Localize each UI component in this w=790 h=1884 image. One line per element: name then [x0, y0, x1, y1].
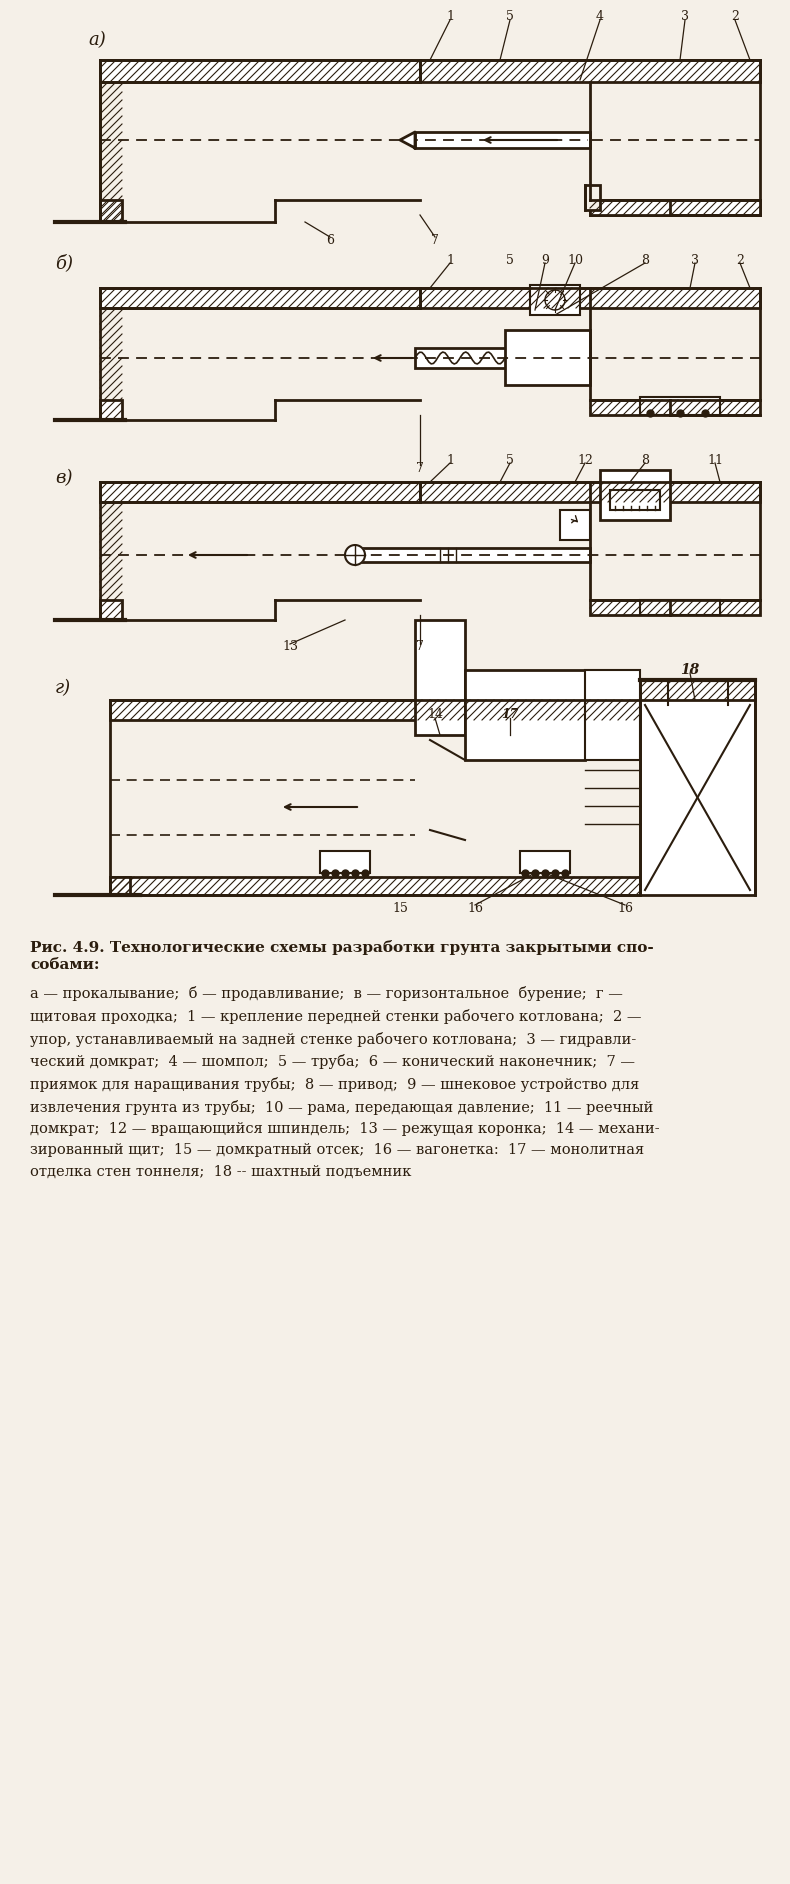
Bar — [420, 288, 760, 307]
Bar — [640, 398, 720, 414]
Bar — [560, 511, 590, 541]
Bar — [640, 680, 755, 895]
Bar — [640, 680, 755, 701]
Text: а): а) — [88, 30, 106, 49]
Bar — [100, 200, 122, 222]
Text: 3: 3 — [681, 11, 689, 23]
Bar — [530, 284, 580, 315]
Bar — [590, 599, 760, 614]
Text: 5: 5 — [506, 454, 514, 467]
Bar — [100, 60, 420, 83]
Text: 1: 1 — [446, 254, 454, 266]
Bar — [100, 288, 420, 307]
Text: 18: 18 — [680, 663, 700, 676]
Text: 2: 2 — [731, 11, 739, 23]
Text: г): г) — [55, 678, 71, 697]
Polygon shape — [345, 544, 365, 565]
Text: 16: 16 — [467, 902, 483, 914]
Bar — [640, 599, 720, 614]
Bar — [585, 671, 640, 759]
Text: а — прокалывание;  б — продавливание;  в — горизонтальное  бурение;  г —
щитовая: а — прокалывание; б — продавливание; в —… — [30, 985, 660, 1179]
Text: собами:: собами: — [30, 957, 100, 972]
Bar — [590, 399, 760, 414]
Bar — [110, 876, 130, 895]
Bar — [585, 185, 600, 209]
Bar — [100, 482, 420, 501]
Text: 14: 14 — [427, 708, 443, 722]
Text: 4: 4 — [596, 11, 604, 23]
Text: 3: 3 — [691, 254, 699, 266]
Text: 1: 1 — [446, 11, 454, 23]
Bar — [415, 349, 590, 367]
Bar — [420, 482, 760, 501]
Bar — [110, 876, 640, 895]
Text: 16: 16 — [617, 902, 633, 914]
Bar — [110, 701, 640, 720]
Text: 8: 8 — [641, 454, 649, 467]
Text: 15: 15 — [392, 902, 408, 914]
Text: 9: 9 — [541, 254, 549, 266]
Text: 10: 10 — [567, 254, 583, 266]
Text: 2: 2 — [736, 254, 744, 266]
Text: 11: 11 — [707, 454, 723, 467]
Bar — [415, 620, 465, 735]
Text: 7: 7 — [416, 641, 424, 654]
Bar — [600, 469, 670, 520]
Bar — [420, 60, 760, 83]
Polygon shape — [400, 132, 415, 149]
Text: 7: 7 — [431, 234, 439, 247]
Text: Рис. 4.9. Технологические схемы разработки грунта закрытыми спо-: Рис. 4.9. Технологические схемы разработ… — [30, 940, 654, 955]
Bar — [320, 852, 370, 872]
Bar — [100, 599, 122, 620]
Text: 5: 5 — [506, 11, 514, 23]
Text: в): в) — [55, 469, 73, 486]
Bar — [610, 490, 660, 511]
Bar — [520, 852, 570, 872]
Text: 8: 8 — [641, 254, 649, 266]
Bar — [100, 399, 122, 420]
Bar — [350, 548, 590, 561]
Text: 6: 6 — [326, 234, 334, 247]
Bar — [415, 132, 590, 149]
Text: 17: 17 — [501, 708, 519, 722]
Text: 5: 5 — [506, 254, 514, 266]
Bar — [590, 200, 760, 215]
Text: б): б) — [55, 254, 73, 271]
Bar — [505, 330, 590, 384]
Text: 1: 1 — [446, 454, 454, 467]
Bar — [590, 200, 760, 215]
Bar — [465, 671, 585, 759]
Text: 12: 12 — [577, 454, 593, 467]
Text: 13: 13 — [282, 641, 298, 654]
Text: 7: 7 — [416, 462, 424, 475]
